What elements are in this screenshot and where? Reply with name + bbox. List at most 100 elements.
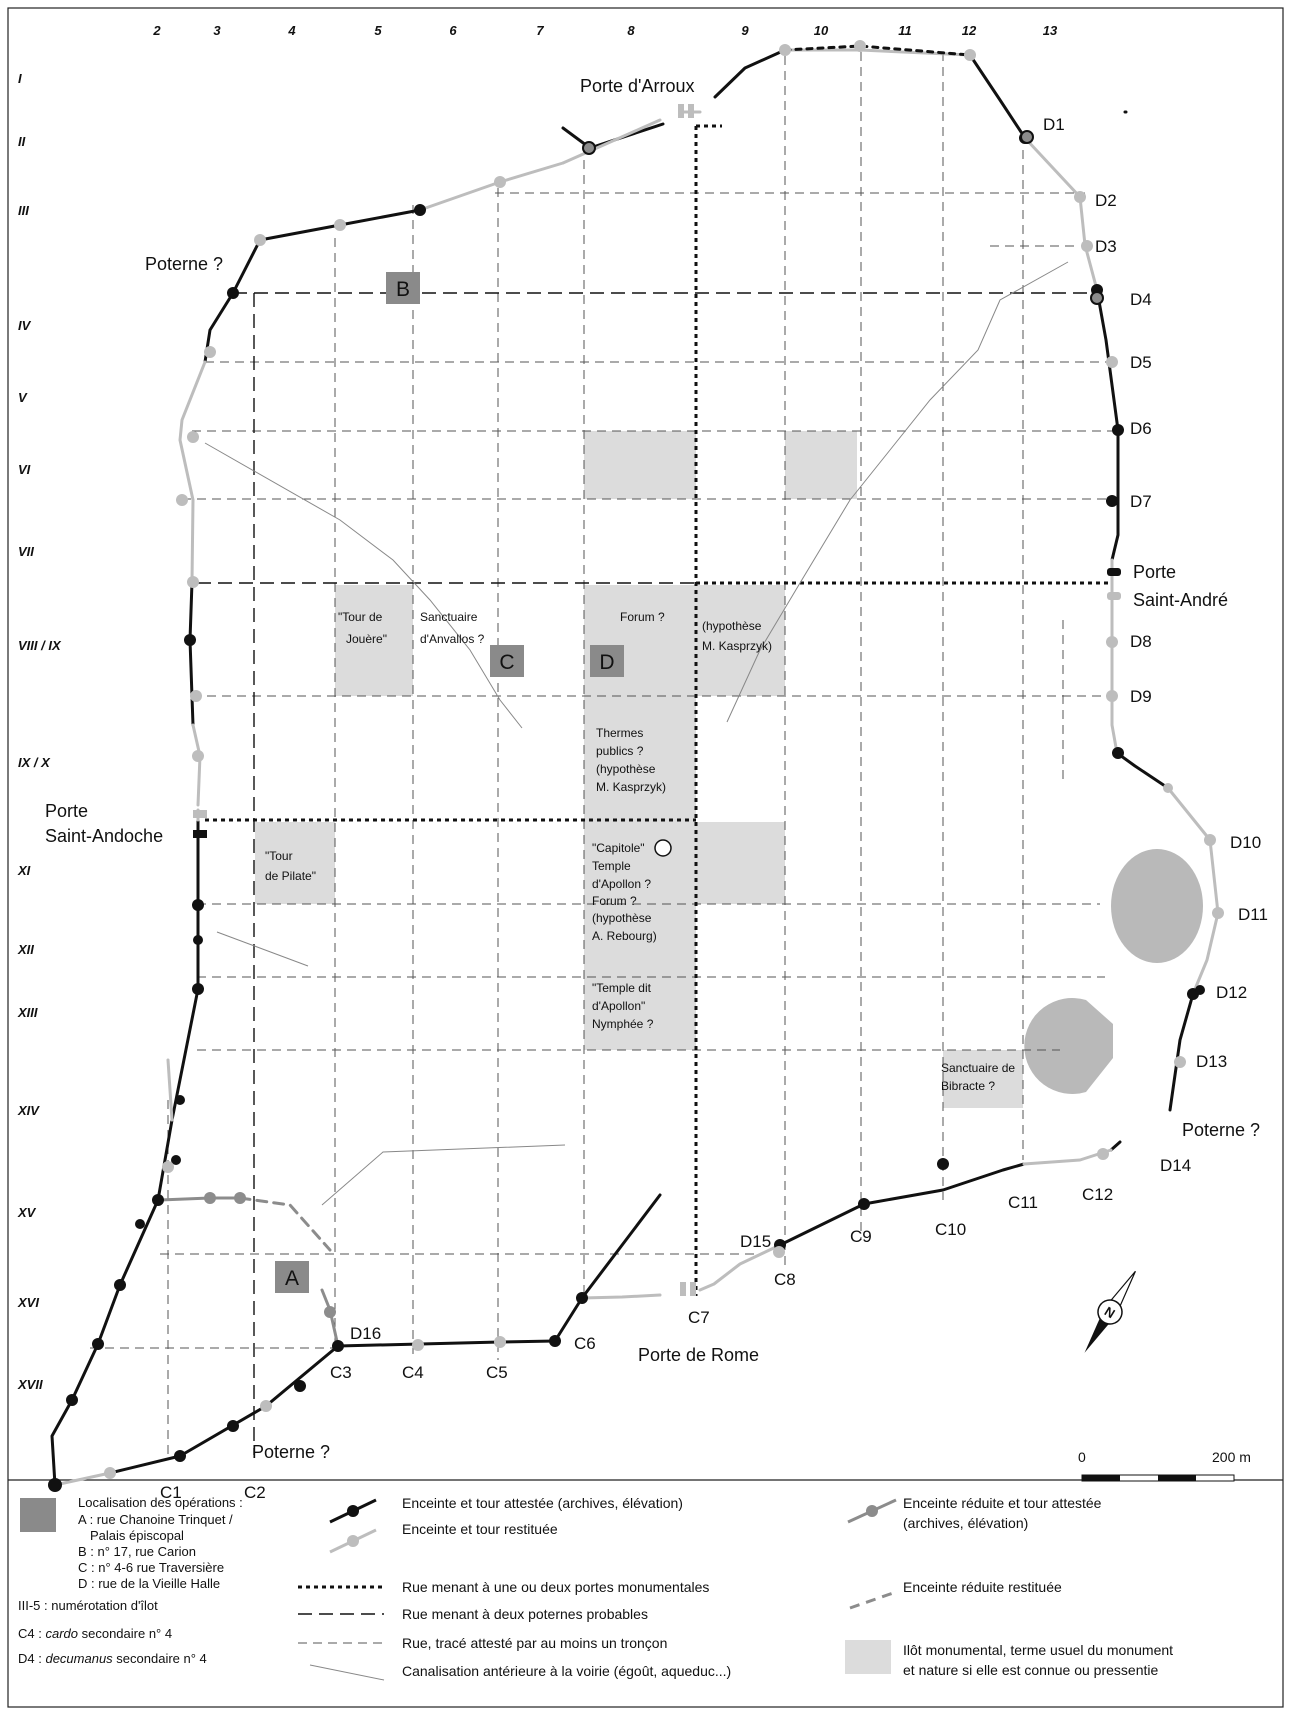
- monumental-ilots: [255, 431, 1023, 1108]
- hyp-kasprzyk-line-2: M. Kasprzyk): [702, 639, 772, 653]
- thermes-line-4: M. Kasprzyk): [596, 780, 666, 794]
- canalisations: [204, 261, 1069, 1206]
- ilot-kasprzyk: [696, 585, 785, 696]
- ilot-tour-jouere: [335, 585, 413, 696]
- legend-operation-b: B : n° 17, rue Carion: [78, 1544, 196, 1559]
- legend-reduced-restituted-label: Enceinte réduite restituée: [903, 1579, 1062, 1595]
- tour-jouere-line-2: Jouère": [346, 632, 387, 646]
- attested-streets: [90, 52, 1115, 1460]
- gate-andre-label-1: Porte: [1133, 562, 1176, 582]
- legend-street-attested-label: Rue, tracé attesté par au moins un tronç…: [402, 1635, 667, 1651]
- figure-frame: [7, 7, 1284, 1708]
- ilot-tour-pilate: [255, 822, 335, 904]
- legend-operation-a-2: Palais épiscopal: [90, 1528, 184, 1543]
- tower-d5-label: D5: [1130, 353, 1152, 372]
- temple-apollon-line-1: "Temple dit: [592, 981, 652, 995]
- tower-d9-label: D9: [1130, 687, 1152, 706]
- scale-zero-label: 0: [1078, 1449, 1086, 1465]
- scale-bar: 0 200 m: [1078, 1449, 1251, 1482]
- sanctuaire-bibracte-line-1: Sanctuaire de: [941, 1061, 1015, 1075]
- tower-d7-label: D7: [1130, 492, 1152, 511]
- tower-c12-label: C12: [1082, 1185, 1113, 1204]
- legend-ilot-monumental-swatch: [845, 1640, 891, 1674]
- tower-c7-label: C7: [688, 1308, 710, 1327]
- ilot-bibracte: [943, 1050, 1023, 1108]
- operation-markers: B C D A: [275, 272, 624, 1293]
- legend-wall-restituted-label: Enceinte et tour restituée: [402, 1521, 558, 1537]
- operation-c-label: C: [499, 651, 514, 674]
- column-label: 4: [287, 23, 296, 38]
- wall-north-dotted: [783, 44, 972, 57]
- tower-d4-label: D4: [1130, 290, 1152, 309]
- tower-c3-label: C3: [330, 1363, 352, 1382]
- legend-reduced-attested-line-2: (archives, élévation): [903, 1515, 1028, 1531]
- gate-andre-label-2: Saint-André: [1133, 590, 1228, 610]
- legend-street-monumental-label: Rue menant à une ou deux portes monument…: [402, 1579, 709, 1595]
- legend-canal-swatch: [309, 1664, 385, 1681]
- tower-d14-label: D14: [1160, 1156, 1191, 1175]
- row-label: XIV: [17, 1103, 40, 1118]
- gate-markers: [193, 104, 1121, 1296]
- tower-d12-label: D12: [1216, 983, 1247, 1002]
- forum-label: Forum ?: [620, 610, 665, 624]
- capitole-marker-icon: [654, 839, 672, 857]
- legend-canal-label: Canalisation antérieure à la voirie (égo…: [402, 1663, 731, 1679]
- tower-d16-label: D16: [350, 1324, 381, 1343]
- legend-operation-a: A : rue Chanoine Trinquet /: [78, 1512, 233, 1527]
- capitole-line-3: d'Apollon ?: [592, 877, 651, 891]
- legend-cardo-note: C4 : cardo secondaire n° 4: [18, 1626, 172, 1641]
- gate-andoche-label-2: Saint-Andoche: [45, 826, 163, 846]
- tour-pilate-line-1: "Tour: [265, 849, 293, 863]
- tower-c8-label: C8: [774, 1270, 796, 1289]
- column-label: 7: [536, 23, 544, 38]
- temple-apollon-line-2: d'Apollon": [592, 999, 645, 1013]
- tower-d8-label: D8: [1130, 632, 1152, 651]
- row-label: XV: [17, 1205, 37, 1220]
- row-label: II: [18, 134, 26, 149]
- row-label: VIII / IX: [18, 638, 62, 653]
- tower-d15-label: D15: [740, 1232, 771, 1251]
- legend-ilot-monumental-line-2: et nature si elle est connue ou pressent…: [903, 1662, 1158, 1678]
- row-label: XVI: [17, 1295, 39, 1310]
- postern-nw-label: Poterne ?: [145, 254, 223, 274]
- tower-labels: D1 D2 D3 D4 D5 D6 D7 D8 D9 D10 D11 D12 D…: [160, 115, 1268, 1502]
- column-labels: 2 3 4 5 6 7 8 9 10 11 12 13: [152, 23, 1058, 38]
- operation-c-box: [490, 645, 524, 677]
- legend-ilot-monumental-line-1: Ilôt monumental, terme usuel du monument: [903, 1642, 1173, 1658]
- tower-d2-label: D2: [1095, 191, 1117, 210]
- tower-c10-label: C10: [935, 1220, 966, 1239]
- capitole-line-4: Forum ?: [592, 894, 637, 908]
- row-label: XVII: [17, 1377, 43, 1392]
- postern-streets: [197, 292, 1097, 1455]
- capitole-line-2: Temple: [592, 859, 631, 873]
- operation-b-label: B: [396, 278, 410, 301]
- operation-d-label: D: [599, 651, 614, 674]
- legend-wall-attested-label: Enceinte et tour attestée (archives, élé…: [402, 1495, 683, 1511]
- row-label: XIII: [17, 1005, 38, 1020]
- tower-d6-label: D6: [1130, 419, 1152, 438]
- row-label: VI: [18, 462, 31, 477]
- gate-rome-label: Porte de Rome: [638, 1345, 759, 1365]
- legend-operations-title: Localisation des opérations :: [78, 1495, 243, 1510]
- ilot-vi-8: [584, 431, 696, 499]
- legend-reduced-restituted-swatch: [849, 1590, 897, 1610]
- column-label: 13: [1043, 23, 1058, 38]
- monumental-streets: [205, 124, 1108, 1296]
- operation-d-box: [590, 645, 624, 677]
- row-label: VII: [18, 544, 34, 559]
- tower-c6-label: C6: [574, 1334, 596, 1353]
- column-label: 3: [213, 23, 221, 38]
- tower-c9-label: C9: [850, 1227, 872, 1246]
- city-wall: [50, 44, 1220, 1487]
- reduced-wall-attested: [158, 1196, 242, 1202]
- tower-d11-label: D11: [1238, 905, 1268, 924]
- sanctuaire-anvallos-line-1: Sanctuaire: [420, 610, 478, 624]
- temple-apollon-line-3: Nymphée ?: [592, 1017, 654, 1031]
- legend: Localisation des opérations : A : rue Ch…: [18, 1495, 1173, 1681]
- capitole-line-5: (hypothèse: [592, 911, 652, 925]
- legend-operation-d: D : rue de la Vieille Halle: [78, 1576, 220, 1591]
- tower-d3-label: D3: [1095, 237, 1117, 256]
- row-label: IX / X: [18, 755, 51, 770]
